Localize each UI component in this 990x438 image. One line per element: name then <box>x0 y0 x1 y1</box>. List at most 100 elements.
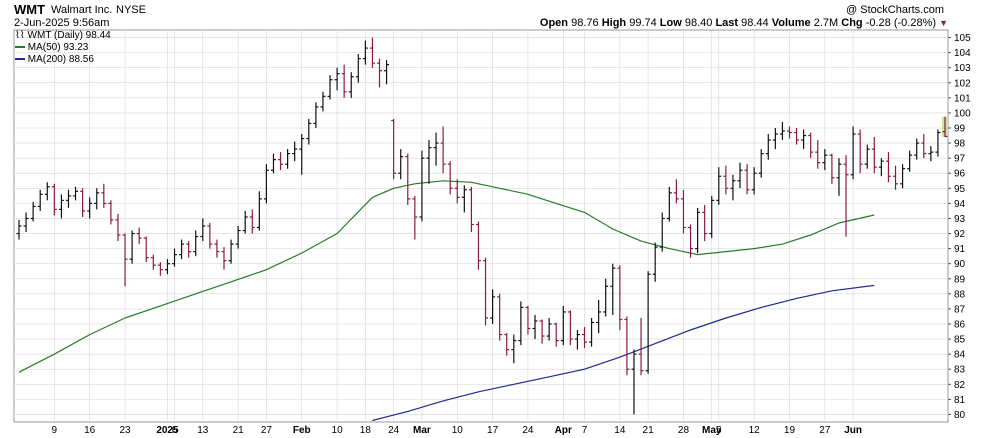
x-tick-label: 6 <box>172 425 178 436</box>
ohlc-bar <box>730 174 736 201</box>
y-tick-label: 100 <box>954 108 971 119</box>
x-tick-label: 13 <box>197 425 209 436</box>
ohlc-bar <box>673 179 679 204</box>
ohlc-bar <box>907 150 913 172</box>
y-tick-label: 93 <box>954 214 966 225</box>
y-tick-label: 85 <box>954 335 966 346</box>
ohlc-bar <box>80 188 86 217</box>
y-tick-label: 92 <box>954 229 966 240</box>
ohlc-bar <box>829 153 835 184</box>
ohlc-bar <box>270 153 276 174</box>
y-tick-label: 96 <box>954 169 966 180</box>
high-value: 99.74 <box>629 17 657 29</box>
ohlc-bar <box>30 201 36 222</box>
y-tick-label: 82 <box>954 380 966 391</box>
ohlc-bar <box>836 158 842 196</box>
last-label: Last <box>715 17 739 29</box>
ohlc-bar <box>864 144 870 169</box>
ohlc-bar <box>412 195 418 240</box>
ohlc-bar <box>391 118 397 180</box>
ohlc-bar <box>857 129 863 174</box>
ohlc-bar <box>334 67 340 91</box>
ohlc-bar <box>871 137 877 174</box>
ohlc-bar <box>765 134 771 160</box>
x-tick-label: 5 <box>716 425 722 436</box>
ma200-line <box>372 284 875 422</box>
x-tick-label: Feb <box>293 425 311 436</box>
ohlc-bar <box>532 314 538 340</box>
ohlc-bar <box>737 162 743 189</box>
x-tick-label: 17 <box>487 425 499 436</box>
ohlc-bar <box>23 212 29 233</box>
y-tick-label: 84 <box>954 350 966 361</box>
ohlc-bar <box>454 179 460 204</box>
ohlc-bar <box>242 210 248 234</box>
ohlc-bar <box>850 126 856 180</box>
ohlc-bar <box>405 153 411 205</box>
volume-value: 2.7M <box>813 17 839 29</box>
ohlc-bars-icon: ⌇⌇ <box>15 30 25 41</box>
ohlc-bar <box>65 189 71 208</box>
ohlc-bar <box>249 209 255 234</box>
x-tick-label: 23 <box>119 425 131 436</box>
ohlc-bar <box>786 126 792 139</box>
ohlc-bar <box>228 239 234 264</box>
ohlc-bar <box>129 230 135 264</box>
ohlc-bar <box>433 132 439 166</box>
ohlc-bar <box>157 262 163 276</box>
ohlc-bar <box>666 186 672 222</box>
copyright-text: @ StockCharts.com <box>846 4 944 16</box>
ohlc-bar <box>221 247 227 270</box>
y-tick-label: 99 <box>954 124 966 135</box>
x-tick-label: 2025 <box>156 425 179 436</box>
ohlc-bar <box>716 167 722 205</box>
ohlc-bar <box>419 150 425 222</box>
ohlc-bar <box>150 254 156 270</box>
ohlc-bar <box>44 182 50 201</box>
legend-price-label: WMT (Daily) 98.44 <box>27 30 111 41</box>
ohlc-bar <box>306 118 312 145</box>
ma200-line-swatch-icon <box>15 58 25 61</box>
y-tick-label: 87 <box>954 304 966 315</box>
ohlc-bar <box>320 91 326 112</box>
ohlc-bar <box>483 257 489 326</box>
x-tick-label: 10 <box>332 425 344 436</box>
ohlc-bar <box>638 317 644 376</box>
ohlc-bar <box>518 301 524 346</box>
ohlc-bar <box>574 330 580 350</box>
y-tick-label: 83 <box>954 365 966 376</box>
ohlc-bar <box>652 242 658 282</box>
quote-summary: Open 98.76 High 99.74 Low 98.40 Last 98.… <box>540 17 948 29</box>
ohlc-bar <box>822 149 828 171</box>
ohlc-bar <box>589 317 595 347</box>
ohlc-bar <box>497 293 503 341</box>
exchange-name: NYSE <box>116 4 146 16</box>
ohlc-bar <box>355 54 361 83</box>
ma50-line-swatch-icon <box>15 46 25 49</box>
ohlc-bar <box>914 138 920 160</box>
legend-ma50-label: MA(50) 93.23 <box>27 42 89 53</box>
ohlc-bar <box>808 132 814 159</box>
ohlc-bar <box>426 140 432 184</box>
ohlc-bar <box>461 185 467 213</box>
x-tick-label: 24 <box>388 425 400 436</box>
x-tick-label: 16 <box>84 425 96 436</box>
y-tick-label: 86 <box>954 320 966 331</box>
y-tick-label: 95 <box>954 184 966 195</box>
ohlc-bar <box>928 146 934 162</box>
ohlc-bar <box>475 221 481 270</box>
x-tick-label: Mar <box>413 425 431 436</box>
ohlc-bar <box>610 263 616 315</box>
down-triangle-icon: ▼ <box>939 18 948 28</box>
ohlc-bar <box>136 227 142 245</box>
ohlc-bar <box>935 129 941 157</box>
legend-price: ⌇⌇ WMT (Daily) 98.44 <box>15 30 111 41</box>
ohlc-bar <box>546 317 552 341</box>
ohlc-bar <box>263 164 269 204</box>
x-tick-label: 24 <box>522 425 534 436</box>
ohlc-bar <box>617 265 623 331</box>
ohlc-bar <box>447 161 453 195</box>
ohlc-bar <box>101 183 107 208</box>
ohlc-bar <box>58 194 64 219</box>
company-name: Walmart Inc. <box>51 4 113 16</box>
